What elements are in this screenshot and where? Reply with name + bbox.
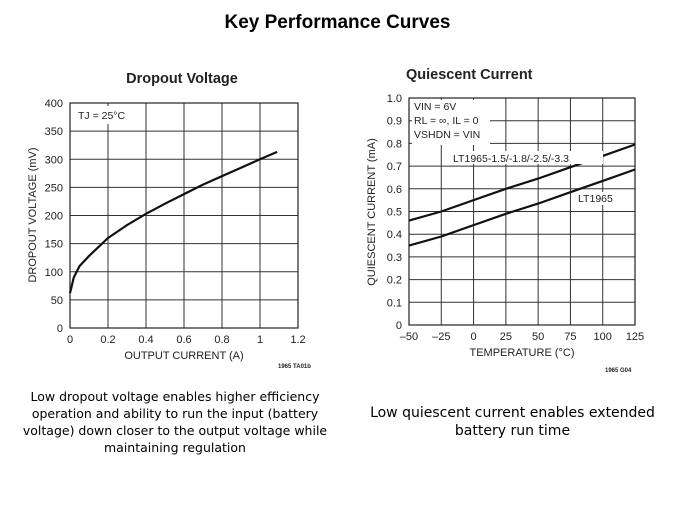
chart2-xlabel: TEMPERATURE (°C) [469,347,574,359]
y-tick-label: 350 [45,126,63,138]
chart2-series-label-bg [576,192,616,205]
x-tick-label: 1.2 [290,334,305,346]
x-tick-label: 0 [471,331,477,343]
x-tick-label: 0.2 [100,334,115,346]
chart2-plot-frame [408,97,636,326]
y-tick-label: 300 [45,154,63,166]
y-tick-label: 0.7 [387,161,402,173]
chart1-series [68,150,278,294]
chart2-figure-code: 1965 G04 [605,368,632,374]
quiescent-caption: Low quiescent current enables extended b… [370,405,655,439]
chart1-ticks: 0 0.2 0.4 0.6 0.8 1 1.2 0 50 100 150 200 250 300 350 40… [45,98,306,346]
chart1-grid [70,103,298,328]
chart2-condition: VIN = 6V [414,101,456,113]
chart1-plot-frame [69,102,299,329]
x-tick-label: 50 [532,331,544,343]
x-tick-label: –50 [400,331,418,343]
x-tick-label: 25 [500,331,512,343]
dropout-caption: Low dropout voltage enables higher effic… [22,389,328,455]
x-tick-label: –25 [432,331,450,343]
chart2-series-label-upper: LT1965-1.5/-1.8/-2.5/-3.3 [453,153,569,165]
chart2-condition: RL = ∞, IL = 0 [414,115,479,127]
y-tick-label: 0.1 [387,297,402,309]
y-tick-label: 150 [45,239,63,251]
chart1-xlabel: OUTPUT CURRENT (A) [124,350,243,362]
y-tick-label: 50 [51,295,63,307]
y-tick-label: 0.5 [387,207,402,219]
chart1-title: Dropout Voltage [126,71,238,87]
x-tick-label: 0.4 [138,334,153,346]
x-tick-label: 0.6 [176,334,191,346]
y-tick-label: 100 [45,267,63,279]
chart2-ylabel: QUIESCENT CURRENT (mA) [366,138,378,286]
chart2-series-label-lower: LT1965 [578,193,613,205]
y-tick-label: 0 [57,323,63,335]
y-tick-label: 0.3 [387,252,402,264]
y-tick-label: 1.0 [387,93,402,105]
y-tick-label: 400 [45,98,63,110]
y-tick-label: 0.2 [387,275,402,287]
x-tick-label: 100 [594,331,612,343]
slide-title: Key Performance Curves [224,12,451,33]
chart2-conditions-bg [412,100,490,145]
chart2-title: Quiescent Current [406,67,533,83]
chart2-condition: VSHDN = VIN [414,129,480,141]
x-tick-label: 1 [257,334,263,346]
y-tick-label: 0.8 [387,138,402,150]
x-tick-label: 0 [67,334,73,346]
chart2-ticks: –50 –25 0 25 50 75 100 125 0 0.1 0.2 0.3 0.4 0.5 0.6 0.… [387,93,644,343]
y-tick-label: 0.9 [387,116,402,128]
x-tick-label: 0.8 [214,334,229,346]
y-tick-label: 0 [396,320,402,332]
series-line-1 [408,168,636,247]
y-tick-label: 200 [45,211,63,223]
chart1-figure-code: 1965 TA01b [278,364,311,370]
chart1-ylabel: DROPOUT VOLTAGE (mV) [27,147,39,282]
chart1-annotation: TJ = 25°C [78,110,126,122]
y-tick-label: 250 [45,182,63,194]
chart1-annotation-bg [75,106,141,124]
x-tick-label: 75 [564,331,576,343]
y-tick-label: 0.6 [387,184,402,196]
chart2-series-label-bg [451,151,603,164]
series-line-0 [68,150,278,294]
y-tick-label: 0.4 [387,229,402,241]
x-tick-label: 125 [626,331,644,343]
